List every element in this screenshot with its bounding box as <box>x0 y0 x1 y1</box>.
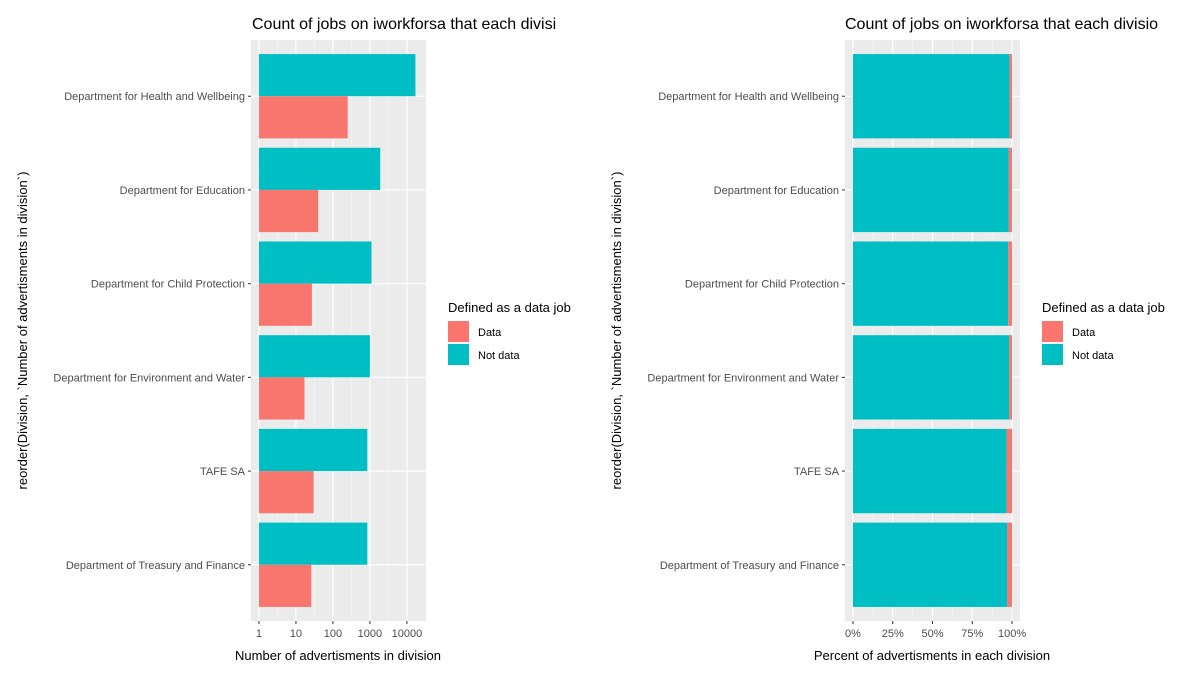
bar-data <box>1008 241 1013 326</box>
bar-data <box>1009 335 1013 420</box>
y-axis-title: reorder(Division, `Number of advertismen… <box>609 172 624 490</box>
x-tick-label: 10 <box>290 628 302 640</box>
bar-not-data <box>852 428 1007 514</box>
y-tick-label: Department for Environment and Water <box>647 372 839 384</box>
chart-panel-2: Department for Health and Wellbeing Depar… <box>609 16 1165 663</box>
legend-label: Data <box>478 327 502 339</box>
chart-title: Count of jobs on iworkforsa that each di… <box>252 16 556 33</box>
legend-key-swatch <box>448 321 469 342</box>
x-tick-label: 10000 <box>392 628 423 640</box>
bar-not-data <box>258 335 370 378</box>
x-tick-label: 75% <box>961 628 983 640</box>
x-axis-title: Number of advertisments in division <box>235 648 441 663</box>
y-tick-label: Department of Treasury and Finance <box>660 560 839 572</box>
bar-data <box>258 377 305 420</box>
x-tick-label: 1 <box>256 628 262 640</box>
bar-not-data <box>258 428 368 472</box>
bar-not-data <box>258 522 368 565</box>
legend-key-swatch <box>448 344 469 365</box>
legend-label: Not data <box>1072 350 1114 362</box>
x-tick-label: 100 <box>324 628 342 640</box>
y-tick-label: Department for Environment and Water <box>53 372 245 384</box>
x-tick-label: 0% <box>845 628 861 640</box>
bar-not-data <box>852 335 1010 420</box>
x-tick-label: 100% <box>998 628 1026 640</box>
bar-data <box>258 471 314 514</box>
legend-key-swatch <box>1042 344 1063 365</box>
y-tick-label: Department for Child Protection <box>91 279 245 291</box>
y-tick-label: Department for Health and Wellbeing <box>64 91 245 103</box>
y-tick-label: Department for Education <box>120 185 245 197</box>
chart-panel-1: Department for Health and Wellbeing Depar… <box>15 16 571 663</box>
bar-data <box>258 283 312 326</box>
legend-key-swatch <box>1042 321 1063 342</box>
x-axis-title: Percent of advertisments in each divisio… <box>814 648 1050 663</box>
y-tick-label: TAFE SA <box>200 466 246 478</box>
bar-not-data <box>852 147 1009 233</box>
bar-data <box>1008 147 1013 233</box>
legend-title: Defined as a data job <box>448 300 571 315</box>
x-tick-label: 25% <box>882 628 904 640</box>
legend-label: Not data <box>478 350 520 362</box>
y-axis-title: reorder(Division, `Number of advertismen… <box>15 172 30 490</box>
bar-not-data <box>852 522 1008 607</box>
y-tick-label: Department of Treasury and Finance <box>66 560 245 572</box>
legend-title: Defined as a data job <box>1042 300 1165 315</box>
x-tick-label: 50% <box>921 628 943 640</box>
bar-not-data <box>258 147 381 190</box>
bar-data <box>258 96 348 139</box>
y-tick-label: Department for Education <box>714 185 839 197</box>
chart-title: Count of jobs on iworkforsa that each di… <box>845 16 1158 33</box>
bar-not-data <box>852 54 1010 139</box>
legend-label: Data <box>1072 327 1096 339</box>
bar-data <box>1007 522 1013 607</box>
y-tick-label: Department for Health and Wellbeing <box>658 91 839 103</box>
legend: Defined as a data job Data Not data <box>1042 300 1165 365</box>
x-tick-label: 1000 <box>358 628 382 640</box>
bar-not-data <box>852 241 1009 326</box>
bar-data <box>1009 54 1013 139</box>
legend: Defined as a data job Data Not data <box>448 300 571 365</box>
bar-data <box>258 564 312 607</box>
y-tick-label: Department for Child Protection <box>685 279 839 291</box>
y-tick-label: TAFE SA <box>794 466 840 478</box>
bar-not-data <box>258 54 416 97</box>
bar-not-data <box>258 241 372 284</box>
bar-data <box>1006 428 1013 514</box>
bar-data <box>258 189 319 233</box>
